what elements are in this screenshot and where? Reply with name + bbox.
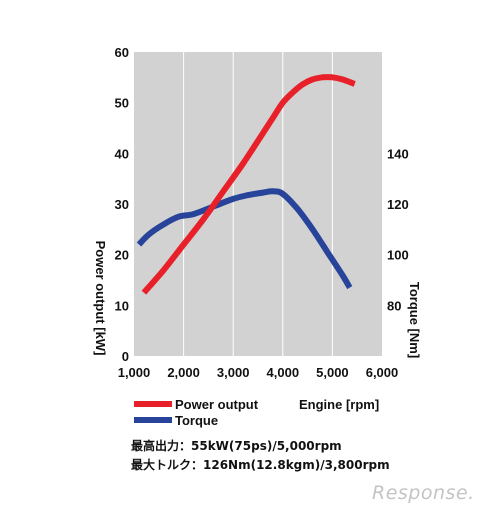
plot-area [134, 52, 382, 356]
left-tick-label: 30 [115, 197, 129, 212]
max-torque-spec: 最大トルク：126Nm(12.8kgm)/3,800rpm [131, 458, 390, 472]
y-axis-title-left: Power output [kW] [93, 241, 108, 356]
x-axis-title: Engine [rpm] [299, 397, 379, 412]
x-tick-label: 1,000 [118, 365, 151, 380]
x-tick-labels: 1,000 2,000 3,000 4,000 5,000 6,000 [118, 365, 399, 380]
right-tick-label: 120 [387, 197, 409, 212]
left-tick-label: 0 [122, 349, 129, 364]
right-tick-label: 140 [387, 146, 409, 161]
left-tick-label: 10 [115, 298, 129, 313]
x-tick-label: 4,000 [267, 365, 300, 380]
legend-label-power: Power output [175, 397, 259, 412]
series-line-power-output [141, 74, 356, 295]
max-power-spec: 最高出力：55kW(75ps)/5,000rpm [131, 439, 342, 453]
left-tick-labels: 0 10 20 30 40 50 60 [115, 45, 129, 364]
x-tick-label: 2,000 [167, 365, 200, 380]
legend: Power output Torque [134, 397, 259, 428]
series-line-torque [136, 188, 353, 290]
legend-label-torque: Torque [175, 413, 218, 428]
right-tick-label: 80 [387, 298, 401, 313]
left-tick-label: 40 [115, 146, 129, 161]
series-lines [136, 74, 356, 295]
x-tick-label: 6,000 [366, 365, 399, 380]
y-axis-title-right: Torque [Nm] [407, 282, 422, 358]
left-tick-label: 60 [115, 45, 129, 60]
right-tick-label: 100 [387, 248, 409, 263]
x-tick-label: 5,000 [316, 365, 349, 380]
x-tick-label: 3,000 [217, 365, 250, 380]
left-tick-label: 50 [115, 96, 129, 111]
right-tick-labels: 80 100 120 140 [387, 146, 409, 313]
response-logo: Response. [372, 482, 475, 504]
left-tick-label: 20 [115, 248, 129, 263]
